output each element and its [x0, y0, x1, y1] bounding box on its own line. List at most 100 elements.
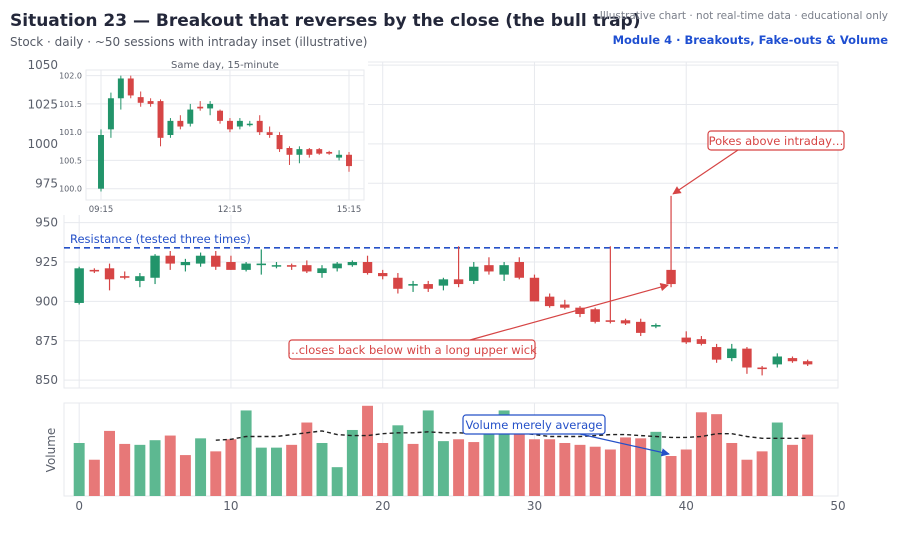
price-tick-label: 975 — [35, 176, 58, 190]
annotation-intraday-arrow — [672, 149, 739, 195]
inset-candle-body — [276, 135, 283, 150]
candle-body — [696, 339, 707, 344]
candle-body — [772, 356, 782, 365]
inset-frame — [85, 69, 365, 201]
volume-bar — [604, 449, 616, 496]
volume-bar — [437, 441, 449, 496]
volume-bar — [756, 451, 768, 496]
candle-body — [332, 263, 342, 269]
volume-bar — [210, 451, 222, 496]
inset-y-tick-label: 101.5 — [59, 100, 82, 109]
volume-bar — [301, 422, 313, 496]
inset-candle-body — [236, 120, 243, 127]
volume-bar — [225, 439, 237, 496]
inset-candle-body — [137, 97, 144, 103]
inset-candle-body — [127, 78, 134, 96]
price-tick-label: 950 — [35, 216, 58, 230]
inset-candle-body — [98, 135, 104, 189]
candle-body — [499, 265, 509, 275]
candle-body — [711, 347, 722, 360]
volume-bar — [422, 410, 434, 496]
inset-candle-body — [316, 149, 323, 154]
annotation-volume-arrow — [579, 433, 670, 457]
volume-bar — [665, 456, 677, 496]
candle-body — [408, 284, 418, 286]
inset-candle-body — [226, 120, 233, 130]
annotation-close-text: …closes back below with a long upper wic… — [287, 343, 537, 357]
candle-body — [620, 320, 631, 324]
inset-x-tick-label: 15:15 — [337, 205, 362, 215]
inset-candle-body — [217, 110, 224, 121]
resistance-label: Resistance (tested three times) — [70, 232, 251, 246]
volume-bar — [240, 410, 252, 496]
volume-bar — [316, 442, 328, 496]
volume-bar — [164, 435, 176, 496]
x-tick-label: 40 — [679, 499, 694, 513]
candle-body — [469, 266, 479, 281]
annotation-box-volume — [462, 414, 606, 435]
inset-candle-body — [207, 103, 214, 109]
volume-bar — [711, 414, 723, 496]
price-tick-label: 875 — [35, 334, 58, 348]
volume-bar — [119, 443, 131, 496]
candle-body — [802, 361, 813, 365]
volume-bar — [741, 459, 753, 496]
candle-body — [590, 309, 600, 322]
volume-bar — [255, 447, 267, 496]
volume-bar — [771, 422, 783, 496]
inset-candle-body — [177, 120, 184, 127]
candle-body — [727, 348, 737, 359]
price-tick-label: 850 — [35, 373, 58, 387]
candle-body — [89, 269, 100, 272]
inset-y-tick-label: 102.0 — [59, 72, 82, 81]
volume-bar — [179, 455, 191, 496]
candle-body — [666, 269, 676, 285]
volume-bar — [498, 410, 510, 496]
volume-bar — [650, 431, 662, 496]
candle-body — [362, 262, 373, 274]
candle-body — [165, 255, 175, 264]
volume-bar — [104, 430, 115, 496]
price-tick-label: 1025 — [27, 98, 58, 112]
candle-body — [135, 276, 145, 281]
inset-candle-body — [197, 106, 204, 109]
candle-body — [393, 277, 403, 289]
candle-body — [757, 367, 767, 370]
volume-bar — [513, 425, 525, 496]
candle-body — [605, 320, 616, 322]
disclaimer-note: Illustrative chart · not real-time data … — [599, 10, 888, 22]
inset-candle-body — [246, 123, 253, 126]
inset-candle-body — [306, 149, 313, 155]
volume-bar — [695, 412, 707, 496]
inset-candle-body — [256, 120, 263, 133]
candle-body — [271, 265, 282, 267]
candle-body — [484, 265, 494, 272]
annotation-box-close — [288, 339, 536, 360]
inset-candle-body — [147, 101, 154, 104]
candle-body — [423, 284, 433, 289]
candle-body — [560, 304, 570, 308]
inset-candle-body — [326, 151, 333, 154]
volume-bar — [559, 442, 571, 496]
price-tick-label: 1050 — [27, 58, 58, 72]
candle-body — [74, 268, 84, 303]
inset-candle-body — [336, 154, 343, 158]
candle-body — [787, 358, 798, 362]
candle-body — [256, 263, 266, 266]
inset-y-tick-label: 100.5 — [59, 156, 82, 165]
candle-body — [211, 255, 221, 267]
candle-body — [302, 265, 312, 272]
candle-body — [651, 325, 661, 327]
volume-bar — [88, 459, 100, 496]
candle-body — [514, 262, 524, 278]
candle-body — [636, 321, 646, 333]
price-tick-label: 1000 — [27, 137, 58, 151]
candle-body — [241, 263, 251, 270]
volume-bar — [271, 447, 282, 496]
annotation-volume-text: Volume merely average — [466, 418, 603, 432]
price-tick-label: 925 — [35, 255, 58, 269]
candle-body — [286, 265, 297, 267]
volume-bar — [802, 434, 814, 496]
chart-subtitle: Stock · daily · ~50 sessions with intrad… — [10, 35, 368, 49]
